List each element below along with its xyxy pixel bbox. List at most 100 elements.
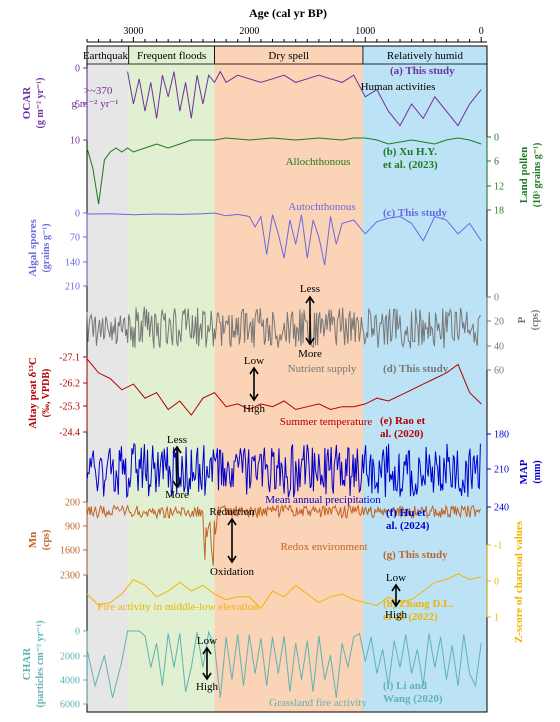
age-tick-label: 0 xyxy=(479,26,484,37)
series-line-a xyxy=(127,70,482,127)
age-tick-label: 1000 xyxy=(355,26,375,37)
ytitle-group-g: Mn (cps) xyxy=(27,530,52,551)
panel-source-g: (g) This study xyxy=(383,549,448,561)
axis-tick-label-d: 0 xyxy=(494,293,499,304)
panel-source-b: et al. (2023) xyxy=(383,159,438,171)
ytitle-group-f: MAP (mm) xyxy=(518,459,543,484)
axis-tick-label-b: 18 xyxy=(494,206,504,217)
series-line-d xyxy=(86,306,481,349)
ytitle-group-i: CHAR (particles cm⁻² yr⁻¹) xyxy=(21,620,46,707)
arrow-head-down xyxy=(172,480,182,489)
axis-tick-label-i: 0 xyxy=(75,627,80,638)
annotation-g: Oxidation xyxy=(210,566,254,578)
axis-tick-label-a: 0 xyxy=(75,64,80,75)
ytitle-f: MAP xyxy=(518,459,530,484)
axis-tick-label-f: 210 xyxy=(494,465,509,476)
panel-source-i: Wang (2020) xyxy=(383,693,443,705)
axis-tick-label-g: 2300 xyxy=(60,571,80,582)
axis-tick-label-c: 0 xyxy=(75,209,80,220)
annotation-e: Low xyxy=(244,355,264,367)
annotation-a: Human activities xyxy=(361,81,436,93)
ytitle-group-c: Algal spores (grains g⁻¹) xyxy=(27,219,52,277)
axis-tick-label-d: 20 xyxy=(494,317,504,328)
ytitle-d: P xyxy=(516,316,528,323)
series-layer xyxy=(86,70,482,699)
panel-source-b: (b) Xu H.Y. xyxy=(383,146,437,158)
panel-source-i: (i) Li and xyxy=(383,680,427,692)
arrow-head-down xyxy=(391,599,401,608)
axis-tick-label-d: 40 xyxy=(494,342,504,353)
annotation-a: g m⁻² yr⁻¹ xyxy=(72,98,119,110)
panel-source-e: al. (2020) xyxy=(380,428,424,440)
arrow-head-down xyxy=(227,555,237,564)
axis-tick-label-g: 200 xyxy=(65,498,80,509)
axis-tick-label-e: -25.3 xyxy=(59,402,80,413)
yunit-i: (particles cm⁻² yr⁻¹) xyxy=(35,620,46,707)
annotation-b: Allochthonous xyxy=(286,156,351,168)
axis-tick-label-e: -26.2 xyxy=(59,379,80,390)
annotation-g: Reduction xyxy=(209,506,255,518)
axis-tick-label-h: 1 xyxy=(494,613,499,624)
arrow-head-down xyxy=(202,672,212,681)
axis-tick-label-i: 6000 xyxy=(60,700,80,711)
arrow-head-up xyxy=(202,646,212,655)
axis-tick-label-f: 180 xyxy=(494,430,509,441)
panel-source-d: (d) This study xyxy=(383,363,449,375)
arrow-head-up xyxy=(249,366,259,375)
annotation-f: Mean annual precipitation xyxy=(265,494,381,506)
arrow-head-down xyxy=(249,393,259,402)
axis-tick-label-a: 5 xyxy=(75,100,80,111)
annotation-d: Less xyxy=(300,283,320,295)
ytitle-a: OCAR xyxy=(21,86,33,119)
axis-tick-label-h: 0 xyxy=(494,577,499,588)
axis-tick-label-a: 10 xyxy=(70,136,80,147)
ytitle-i: CHAR xyxy=(21,647,33,680)
series-line-b xyxy=(86,137,482,205)
phase-label: Earthquake xyxy=(83,50,133,62)
arrow-head-down xyxy=(305,337,315,346)
arrow-head-up xyxy=(391,583,401,592)
annotation-e: High xyxy=(243,403,266,415)
age-axis-title: Age (cal yr BP) xyxy=(249,6,327,20)
series-line-i xyxy=(86,630,482,699)
annotation-g: Redox environment xyxy=(280,541,367,553)
panel-source-f: al. (2024) xyxy=(386,520,430,532)
phase-label: Relatively humid xyxy=(387,50,464,62)
annotation-d: More xyxy=(298,348,322,360)
annotation-f: Less xyxy=(167,434,187,446)
annotation-e: Summer temperature xyxy=(280,416,373,428)
series-line-h xyxy=(86,573,482,610)
axis-tick-label-h: -1 xyxy=(494,541,502,552)
axis-tick-label-b: 0 xyxy=(494,133,499,144)
annotation-i: High xyxy=(196,681,219,693)
panel-source-a: (a) This study xyxy=(390,65,455,77)
yunit-d: (cps) xyxy=(530,310,541,331)
ytitle-g: Mn xyxy=(27,532,39,549)
axis-tick-label-g: 1600 xyxy=(60,546,80,557)
annotation-i: Grassland fire activity xyxy=(269,697,367,709)
yunit-b: (10³ grains g⁻¹) xyxy=(532,143,543,208)
yunit-e: (‰, VPDB) xyxy=(41,369,52,418)
ytitle-c: Algal spores xyxy=(27,219,39,277)
ytitle-group-a: OCAR (g m⁻² yr⁻¹) xyxy=(21,78,46,129)
axis-tick-label-i: 4000 xyxy=(60,676,80,687)
ytitle-e: Altay peat δ¹³C xyxy=(27,357,39,429)
axis-tick-label-b: 6 xyxy=(494,157,499,168)
annotation-d: Nutrient supply xyxy=(288,363,357,375)
phase-backgrounds: Earthquake Frequent floods Dry spell Relati… xyxy=(83,45,488,713)
yunit-a: (g m⁻² yr⁻¹) xyxy=(35,78,46,129)
axis-tick-label-b: 12 xyxy=(494,182,504,193)
phase-band xyxy=(214,46,363,712)
age-tick-label: 2000 xyxy=(239,26,259,37)
phase-label: Dry spell xyxy=(268,50,309,62)
annotation-c: Autochthonous xyxy=(288,201,355,213)
yunit-c: (grains g⁻¹) xyxy=(41,223,52,272)
annotation-a: >~370 xyxy=(84,85,113,97)
series-line-f xyxy=(86,442,481,499)
arrow-head-up xyxy=(227,517,237,526)
series-line-g xyxy=(86,504,481,566)
annotation-i: Low xyxy=(197,635,217,647)
axis-tick-label-d: 60 xyxy=(494,366,504,377)
phase-label: Frequent floods xyxy=(137,50,206,62)
